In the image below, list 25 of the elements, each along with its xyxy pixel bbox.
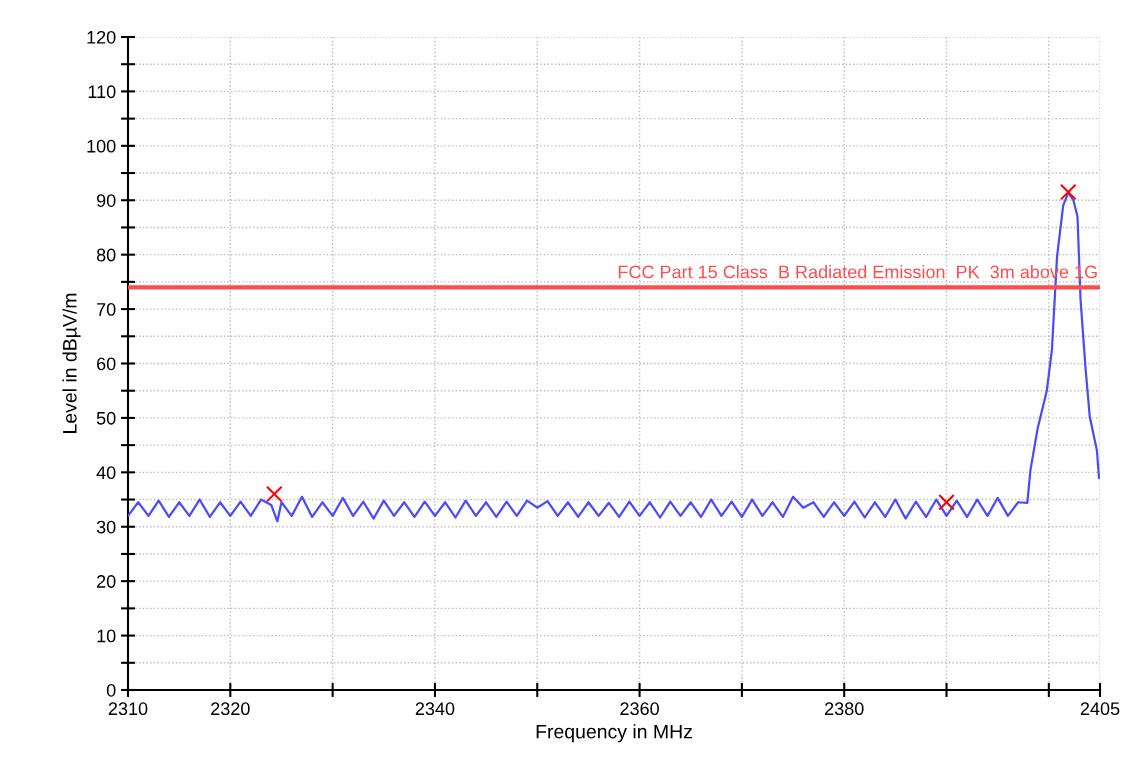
y-tick-label: 60 — [97, 357, 116, 371]
point — [1059, 183, 1077, 201]
line-series — [128, 191, 1100, 523]
y-tick-label: 120 — [87, 30, 116, 44]
x-tick-label: 2340 — [415, 702, 455, 716]
y-axis-title: Level in dBµV/m — [62, 293, 81, 433]
x-tick-label: 2310 — [108, 702, 148, 716]
y-tick-label: 70 — [97, 303, 116, 316]
y-tick-label: 50 — [96, 411, 116, 425]
y-tick-label: 90 — [96, 194, 116, 207]
y-tick-label: 0 — [106, 683, 116, 697]
y-tick-label: 20 — [97, 575, 116, 588]
x-axis-title: Frequency in MHz — [536, 724, 692, 743]
y-tick-label: 10 — [97, 629, 116, 643]
x-tick-label: 2405 — [1080, 702, 1120, 716]
x-tick-label: 2360 — [620, 702, 659, 716]
point — [265, 485, 283, 503]
x-tick-label: 2320 — [211, 702, 250, 716]
x-tick-label: 2380 — [825, 702, 864, 716]
y-tick-label: 30 — [96, 520, 116, 534]
point — [938, 493, 955, 511]
y-tick-label: 100 — [87, 139, 116, 153]
y-tick-label: 40 — [96, 466, 116, 480]
y-tick-label: 80 — [96, 248, 116, 262]
y-tick-label: 110 — [88, 85, 116, 99]
